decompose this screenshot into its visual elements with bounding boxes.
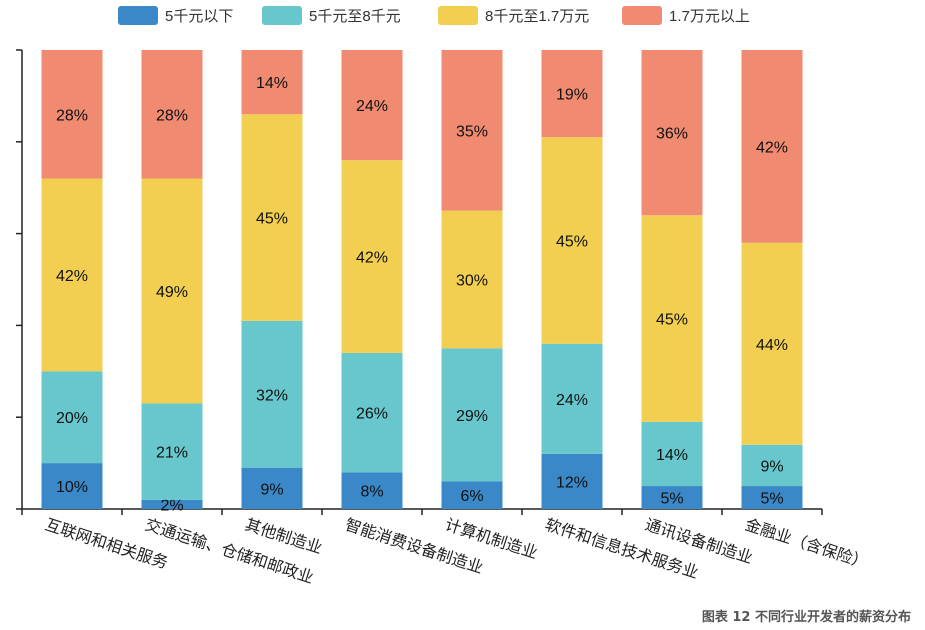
bar-3-4 [441,50,503,211]
bar-0-4 [441,481,503,509]
figure-caption: 图表 12 不同行业开发者的薪资分布 [701,610,911,625]
data-label-0-6: 5% [660,491,683,508]
data-label-3-6: 36% [656,126,688,143]
bar-1-2 [241,320,303,468]
legend-label-0: 5千元以下 [165,8,233,25]
data-label-3-7: 42% [756,139,788,156]
bar-2-6 [641,215,703,422]
legend-label-2: 8千元至1.7万元 [485,8,589,25]
data-label-2-6: 45% [656,312,688,329]
data-label-0-2: 9% [260,481,283,498]
bar-1-7 [741,444,803,487]
bar-2-3 [341,160,403,353]
bar-0-6 [641,486,703,509]
data-label-1-2: 32% [256,387,288,404]
bar-2-5 [541,137,603,344]
data-label-2-3: 42% [356,250,388,267]
data-label-1-6: 14% [656,447,688,464]
bar-1-4 [441,348,503,482]
bar-0-1 [141,499,203,509]
data-label-2-0: 42% [56,268,88,285]
data-label-1-1: 21% [156,445,188,462]
legend-swatch-3 [622,6,662,25]
data-label-2-7: 44% [756,337,788,354]
data-label-1-0: 20% [56,410,88,427]
bar-1-6 [641,421,703,487]
data-label-1-4: 29% [456,408,488,425]
bar-3-0 [41,50,103,179]
data-label-3-4: 35% [456,123,488,140]
data-label-0-4: 6% [460,488,483,505]
bar-2-0 [41,178,103,372]
bar-1-1 [141,403,203,500]
data-label-3-0: 28% [56,107,88,124]
bar-2-4 [441,210,503,349]
data-label-3-5: 19% [556,87,588,104]
legend-swatch-2 [438,6,478,25]
data-label-0-5: 12% [556,474,588,491]
data-label-2-5: 45% [556,233,588,250]
data-label-1-7: 9% [760,458,783,475]
data-label-2-1: 49% [156,284,188,301]
bar-0-7 [741,486,803,509]
legend-label-1: 5千元至8千元 [309,8,401,25]
data-label-3-3: 24% [356,98,388,115]
data-label-1-3: 26% [356,406,388,423]
bar-2-2 [241,114,303,321]
bar-2-1 [141,178,203,404]
bar-0-0 [41,463,103,509]
data-label-3-1: 28% [156,107,188,124]
bar-0-2 [241,467,303,509]
bar-1-5 [541,343,603,454]
bar-3-1 [141,50,203,179]
data-label-1-5: 24% [556,392,588,409]
legend-swatch-1 [262,6,302,25]
data-label-0-7: 5% [760,491,783,508]
data-label-0-1: 2% [160,497,183,514]
bar-0-3 [341,472,403,509]
bar-3-5 [541,50,603,138]
bar-3-6 [641,50,703,216]
data-label-2-4: 30% [456,273,488,290]
bar-2-7 [741,242,803,445]
data-label-0-0: 10% [56,479,88,496]
bar-3-2 [241,50,303,115]
bar-1-3 [341,352,403,473]
legend-swatch-0 [118,6,158,25]
bar-1-0 [41,371,103,464]
legend-label-3: 1.7万元以上 [669,8,750,25]
data-label-2-2: 45% [256,211,288,228]
bar-0-5 [541,453,603,509]
x-tick-label-1: 交通运输、仓储和邮政业 [143,516,316,588]
data-label-3-2: 14% [256,75,288,92]
data-label-0-3: 8% [360,484,383,501]
bar-3-3 [341,50,403,161]
x-tick-label-7: 金融业（含保险） [743,516,870,573]
bar-3-7 [741,50,803,243]
